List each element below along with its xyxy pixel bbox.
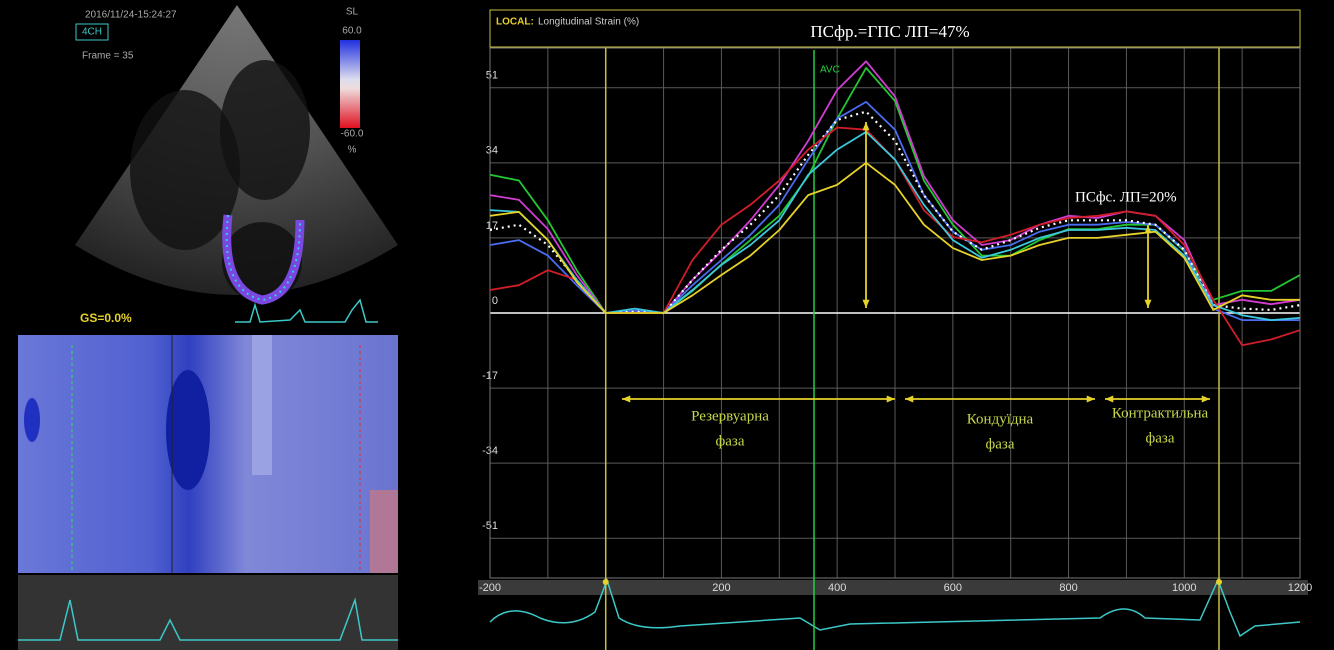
event-dot [1216, 579, 1222, 585]
header: Longitudinal Strain (%) [538, 17, 639, 28]
global-strain: GS=0.0% [80, 311, 132, 325]
x-tick-label: 200 [712, 582, 730, 594]
x-tick-label: 600 [944, 582, 962, 594]
mini-ecg [235, 300, 378, 322]
phase-label: Кондуїдна [967, 411, 1034, 427]
phase-label: фаза [716, 433, 745, 449]
strain-map-region [370, 490, 398, 573]
view-label: 4CH [82, 27, 102, 38]
timestamp: 2016/11/24-15:24:27 [85, 10, 177, 21]
x-tick-label: 1200 [1288, 582, 1312, 594]
x-tick-label: 400 [828, 582, 846, 594]
phase-label: Резервуарна [691, 408, 769, 424]
annotation: ПСфс. ЛП=20% [1075, 189, 1177, 205]
colorbar [340, 40, 360, 128]
chart-title: ПСфр.=ГПС ЛП=47% [810, 22, 969, 41]
y-tick-label: 0 [492, 295, 498, 307]
screen: 2016/11/24-15:24:27 4CH Frame = 35 SL 60… [0, 0, 1334, 650]
avc-label: AVC [820, 65, 840, 76]
colorbar-unit: % [348, 145, 357, 156]
colorbar-min: -60.0 [341, 129, 364, 140]
chart [478, 8, 1308, 650]
ultrasound-panel: 2016/11/24-15:24:27 4CH Frame = 35 SL 60… [18, 5, 398, 650]
header-tag: LOCAL: [496, 17, 534, 28]
y-tick-label: 34 [486, 145, 498, 157]
x-tick-label: 1000 [1172, 582, 1196, 594]
x-tick-label: 800 [1059, 582, 1077, 594]
strain-map-region [166, 370, 210, 490]
phase-label: фаза [986, 436, 1015, 452]
strain-map-region [24, 398, 40, 442]
phase-label: фаза [1146, 430, 1175, 446]
x-tick-label: -200 [479, 582, 501, 594]
colorbar-title: SL [346, 7, 359, 18]
chamber [222, 222, 302, 302]
event-dot [603, 579, 609, 585]
y-tick-label: 51 [486, 70, 498, 82]
frame-label: Frame = 35 [82, 51, 134, 62]
strain-map-region [252, 335, 272, 475]
phase-label: Контрактильна [1112, 405, 1209, 421]
colorbar-max: 60.0 [342, 26, 362, 37]
chamber [220, 60, 310, 200]
